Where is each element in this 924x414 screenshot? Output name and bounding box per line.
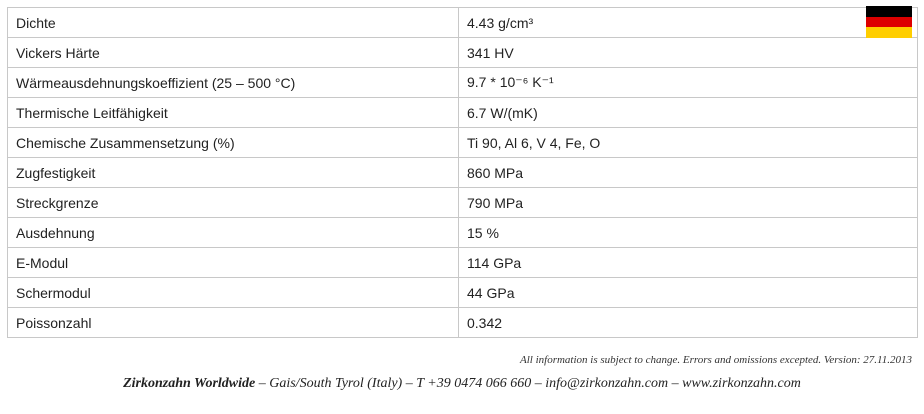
- company-name: Zirkonzahn Worldwide: [123, 376, 256, 391]
- property-name: Vickers Härte: [7, 37, 459, 68]
- flag-de[interactable]: [866, 6, 912, 38]
- contact-line: Zirkonzahn Worldwide – Gais/South Tyrol …: [0, 376, 924, 392]
- property-value: 44 GPa: [458, 277, 918, 308]
- properties-table: Dichte 4.43 g/cm³ Vickers Härte 341 HV Wärme…: [7, 7, 918, 338]
- property-name: Dichte: [7, 7, 459, 38]
- table-row: Poissonzahl 0.342: [7, 307, 918, 338]
- property-name: Schermodul: [7, 277, 459, 308]
- table-row: E-Modul 114 GPa: [7, 247, 918, 278]
- table-row: Zugfestigkeit 860 MPa: [7, 157, 918, 188]
- property-name: Poissonzahl: [7, 307, 459, 338]
- table-row: Chemische Zusammensetzung (%) Ti 90, Al 6…: [7, 127, 918, 158]
- table-row: Wärmeausdehnungskoeffizient (25 – 500 °C…: [7, 67, 918, 98]
- property-name: Wärmeausdehnungskoeffizient (25 – 500 °C…: [7, 67, 459, 98]
- property-name: Ausdehnung: [7, 217, 459, 248]
- property-name: Chemische Zusammensetzung (%): [7, 127, 459, 158]
- table-row: Thermische Leitfähigkeit 6.7 W/(mK): [7, 97, 918, 128]
- property-name: Streckgrenze: [7, 187, 459, 218]
- table-row: Vickers Härte 341 HV: [7, 37, 918, 68]
- property-name: E-Modul: [7, 247, 459, 278]
- property-value: 114 GPa: [458, 247, 918, 278]
- table-row: Schermodul 44 GPa: [7, 277, 918, 308]
- property-value: 341 HV: [458, 37, 918, 68]
- table-row: Dichte 4.43 g/cm³: [7, 7, 918, 38]
- property-value: 6.7 W/(mK): [458, 97, 918, 128]
- property-value: 790 MPa: [458, 187, 918, 218]
- property-value: 4.43 g/cm³: [458, 7, 918, 38]
- property-value: 9.7 * 10⁻⁶ K⁻¹: [458, 67, 918, 98]
- table-row: Streckgrenze 790 MPa: [7, 187, 918, 218]
- contact-info: – Gais/South Tyrol (Italy) – T +39 0474 …: [258, 376, 801, 391]
- disclaimer: All information is subject to change. Er…: [520, 354, 912, 366]
- property-value: 15 %: [458, 217, 918, 248]
- property-name: Thermische Leitfähigkeit: [7, 97, 459, 128]
- property-name: Zugfestigkeit: [7, 157, 459, 188]
- table-row: Ausdehnung 15 %: [7, 217, 918, 248]
- property-value: 0.342: [458, 307, 918, 338]
- property-value: 860 MPa: [458, 157, 918, 188]
- property-value: Ti 90, Al 6, V 4, Fe, O: [458, 127, 918, 158]
